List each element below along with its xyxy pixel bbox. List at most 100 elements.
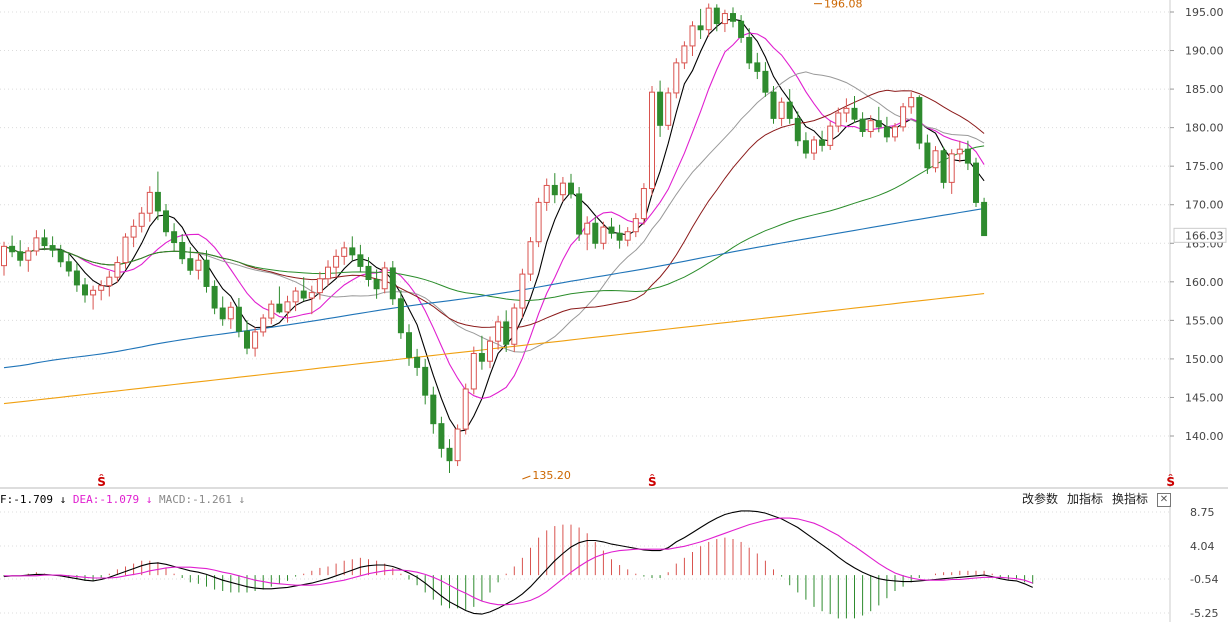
candle — [57, 244, 64, 268]
candle — [179, 234, 186, 265]
candle-body — [106, 276, 113, 287]
candle — [859, 112, 866, 137]
candle — [187, 247, 194, 275]
candle-body — [33, 237, 40, 252]
add-indicator-button[interactable]: 加指标 — [1067, 492, 1104, 506]
candle — [543, 178, 550, 211]
candle-body — [462, 388, 469, 430]
candle-body — [527, 241, 534, 275]
candle-body — [163, 210, 169, 233]
candle-body — [268, 303, 275, 319]
candle-body — [179, 242, 186, 260]
candle-body — [495, 321, 502, 342]
candle — [778, 97, 785, 127]
candle — [495, 315, 502, 350]
change-params-button[interactable]: 改参数 — [1022, 492, 1059, 506]
candle-body — [138, 212, 145, 227]
candle — [786, 89, 793, 124]
ma5-line — [3, 18, 985, 432]
candle — [260, 314, 267, 337]
price-tick-label: 150.00 — [1185, 353, 1224, 366]
candle-body — [956, 148, 963, 155]
dea-line — [4, 517, 1033, 606]
candle — [146, 186, 153, 222]
candle — [584, 216, 591, 251]
candle — [924, 134, 931, 174]
candle — [365, 257, 372, 287]
candle-body — [535, 201, 542, 243]
candle-body — [827, 125, 834, 146]
candle — [381, 261, 388, 294]
candle-body — [98, 285, 105, 291]
current-price-box — [1173, 227, 1227, 243]
candle-body — [171, 231, 178, 244]
candle-body — [608, 226, 615, 234]
candle — [9, 235, 16, 258]
candle-body — [697, 25, 704, 31]
candle — [689, 21, 696, 56]
candle — [268, 300, 275, 325]
candle — [673, 58, 680, 99]
candle-body — [276, 303, 283, 313]
candle — [130, 219, 137, 248]
candle-body — [292, 290, 299, 303]
candle-body — [738, 20, 745, 38]
price-tick-label: 175.00 — [1185, 160, 1224, 173]
candle — [17, 240, 24, 267]
candle-body — [689, 25, 696, 47]
candle — [163, 203, 169, 237]
candle — [487, 336, 493, 369]
candle-body — [786, 101, 793, 119]
candle — [98, 280, 105, 301]
candle — [948, 149, 955, 194]
candle — [227, 301, 234, 329]
candle-body — [406, 332, 412, 358]
candle — [462, 383, 469, 435]
candle-body — [511, 307, 518, 345]
candle-body — [308, 292, 315, 299]
price-tick-label: 195.00 — [1185, 6, 1224, 19]
candle-body — [41, 237, 48, 247]
candle — [106, 271, 113, 297]
candlestick-series — [1, 3, 988, 474]
price-tick-label: 155.00 — [1185, 314, 1224, 327]
candle-body — [770, 91, 777, 119]
candle — [892, 123, 898, 142]
candle-body — [883, 126, 890, 138]
candle — [600, 221, 607, 250]
candle — [721, 9, 728, 33]
candle-body — [859, 118, 866, 132]
candle-body — [219, 307, 226, 320]
candle — [235, 298, 242, 338]
candle — [1, 241, 7, 276]
candle — [730, 7, 736, 28]
price-tick-label: 180.00 — [1185, 122, 1224, 135]
candle — [981, 197, 988, 237]
candle-body — [981, 201, 988, 237]
candle — [41, 229, 48, 251]
candle — [956, 140, 963, 163]
candle-body — [657, 91, 664, 126]
close-icon[interactable]: ✕ — [1157, 493, 1171, 507]
candle-body — [559, 182, 566, 196]
candle-body — [357, 254, 364, 267]
candle — [762, 62, 769, 97]
candle — [551, 173, 558, 204]
candle — [624, 227, 631, 247]
macd-tick-label: 4.04 — [1190, 540, 1215, 553]
price-tick-label: 185.00 — [1185, 83, 1224, 96]
candle-body — [519, 273, 526, 309]
candle-body — [600, 226, 607, 244]
candle — [770, 86, 777, 124]
macd-legend: F:-1.709 ↓ DEA:-1.079 ↓ MACD:-1.261 ↓ — [0, 493, 245, 506]
ma120-line — [3, 207, 985, 369]
candle-body — [940, 150, 947, 183]
candle-body — [867, 120, 874, 132]
candle-body — [365, 265, 372, 281]
candle — [819, 130, 826, 152]
macd-arrow-icon: ↓ — [238, 493, 245, 506]
candle-body — [17, 251, 24, 261]
switch-indicator-button[interactable]: 换指标 — [1112, 492, 1149, 506]
candle-body — [964, 148, 971, 164]
candle-body — [146, 191, 153, 214]
